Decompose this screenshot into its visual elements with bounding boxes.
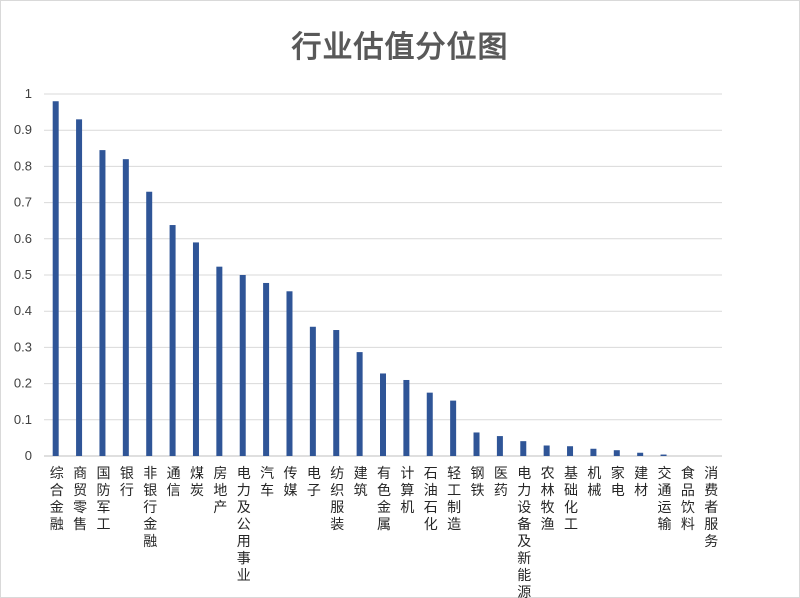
- x-tick-label: 电子: [307, 466, 321, 499]
- x-tick-labels: 综合金融商贸零售国防军工银行非银行金融通信煤炭房地产电力及公用事业汽车传媒电子纺…: [50, 465, 719, 598]
- bar-传媒: [286, 291, 293, 456]
- x-tick-label: 基础化工: [564, 465, 578, 533]
- bar-机械: [590, 448, 597, 456]
- x-tick-label: 石油石化: [424, 466, 438, 533]
- bar-建筑: [356, 352, 363, 456]
- y-tick-label: 0.2: [14, 376, 32, 391]
- y-tick-label: 0.3: [14, 339, 32, 354]
- x-tick-label: 农林牧渔: [541, 466, 555, 533]
- bar-有色金属: [380, 373, 386, 456]
- x-tick-label: 商贸零售: [73, 466, 87, 533]
- y-tick-label: 0.8: [14, 158, 32, 173]
- x-tick-label: 钢铁: [471, 466, 485, 499]
- y-tick-label: 0.5: [14, 267, 32, 282]
- chart-title: 行业估值分位图: [291, 30, 509, 65]
- bar-交通运输: [660, 454, 667, 456]
- bars: [52, 101, 667, 457]
- x-tick-label: 建筑: [354, 466, 368, 499]
- x-tick-label: 汽车: [260, 466, 274, 499]
- x-tick-label: 综合金融: [50, 466, 64, 533]
- bar-轻工制造: [450, 400, 457, 456]
- bar-综合金融: [52, 101, 59, 457]
- y-tick-label: 0.1: [14, 412, 32, 427]
- bar-汽车: [263, 282, 270, 456]
- bar-煤炭: [192, 242, 199, 456]
- x-tick-label: 计算机: [400, 466, 414, 516]
- y-tick-labels: 0 0.1 0.2 0.3 0.4 0.5 0.6 0.7 0.8 0.9 1: [14, 86, 32, 463]
- x-tick-label: 国防军工: [96, 466, 110, 533]
- y-tick-label: 0.7: [14, 195, 32, 210]
- bar-电力及公用事业: [239, 275, 246, 456]
- bar-电力设备及新能源: [520, 441, 527, 456]
- bar-通信: [169, 225, 176, 456]
- x-tick-label: 轻工制造: [447, 466, 461, 533]
- bar-纺织服装: [333, 330, 340, 456]
- x-tick-label: 煤炭: [190, 466, 204, 499]
- bar-基础化工: [567, 446, 574, 456]
- y-tick-label: 1: [25, 86, 32, 101]
- x-tick-label: 机械: [587, 466, 601, 499]
- bar-电子: [309, 326, 316, 456]
- gridlines: [44, 93, 722, 457]
- x-tick-label: 电力及公用事业: [237, 466, 251, 584]
- y-tick-label: 0.6: [14, 231, 32, 246]
- x-tick-label: 银行: [120, 466, 134, 499]
- x-tick-label: 消费者服务: [704, 466, 718, 550]
- x-tick-label: 非银行金融: [143, 466, 157, 550]
- x-tick-label: 电力设备及新能源: [517, 466, 531, 598]
- x-tick-label: 纺织服装: [330, 466, 344, 533]
- x-tick-label: 医药: [494, 466, 508, 499]
- x-tick-label: 传媒: [283, 466, 297, 499]
- x-tick-label: 房地产: [213, 466, 227, 516]
- y-tick-label: 0.4: [14, 303, 32, 318]
- bar-房地产: [216, 266, 223, 456]
- bar-钢铁: [473, 432, 480, 456]
- bar-建材: [637, 452, 644, 456]
- bar-农林牧渔: [543, 445, 550, 456]
- bar-商贸零售: [76, 119, 83, 456]
- bar-银行: [122, 159, 129, 456]
- bar-石油石化: [426, 392, 433, 456]
- y-tick-label: 0.9: [14, 122, 32, 137]
- x-tick-label: 食品饮料: [681, 465, 695, 533]
- x-tick-label: 通信: [167, 466, 181, 499]
- bar-计算机: [403, 379, 410, 456]
- bar-非银行金融: [146, 191, 153, 457]
- x-tick-label: 家电: [611, 465, 625, 499]
- bar-医药: [496, 436, 503, 456]
- x-tick-label: 有色金属: [377, 466, 391, 533]
- y-tick-label: 0: [25, 448, 32, 463]
- bar-家电: [613, 450, 620, 456]
- bar-国防军工: [99, 150, 106, 457]
- x-tick-label: 建材: [634, 466, 648, 499]
- x-tick-label: 交通运输: [658, 465, 672, 533]
